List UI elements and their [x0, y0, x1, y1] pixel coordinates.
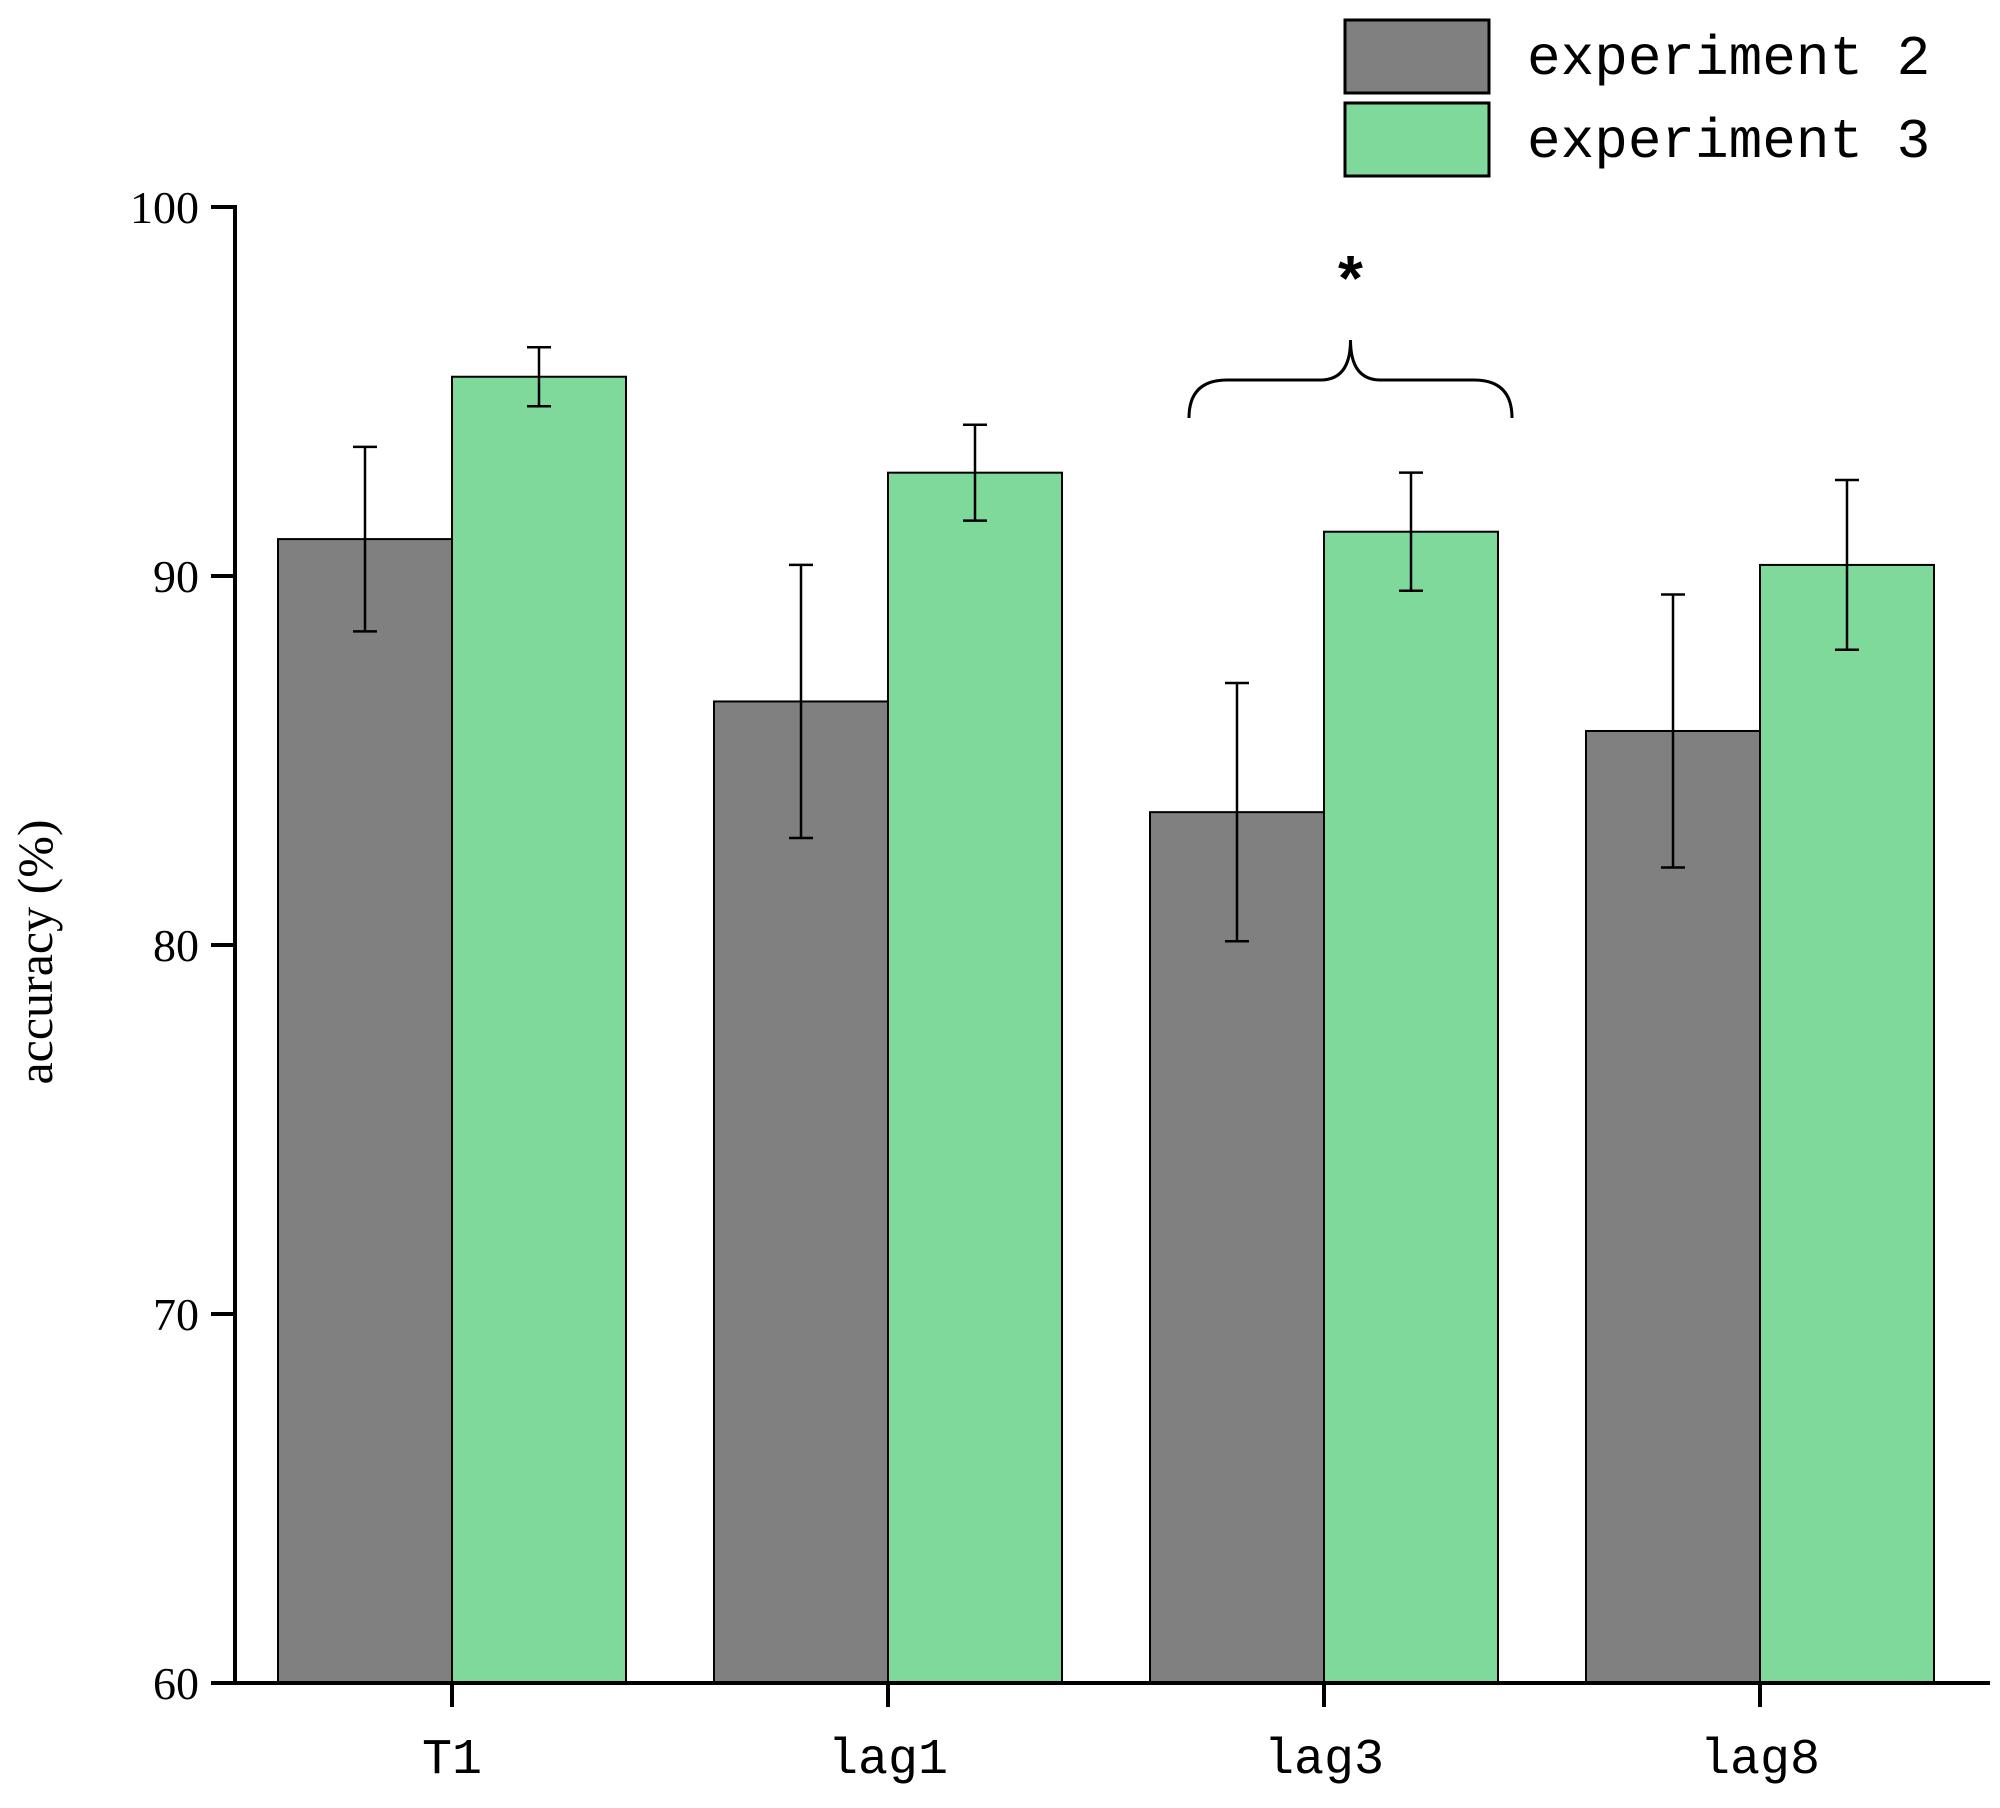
- legend-swatch: [1343, 101, 1491, 178]
- error-bar: [1399, 471, 1423, 593]
- bar-experiment-2-lag3: [1149, 811, 1325, 1684]
- x-tick-label-lag8: lag8: [1700, 1732, 1820, 1789]
- bar-experiment-2-lag1: [713, 700, 889, 1684]
- x-tick-label-lag3: lag3: [1264, 1732, 1384, 1789]
- bar-experiment-2-T1: [277, 538, 453, 1684]
- error-bar: [1661, 593, 1685, 869]
- error-bar: [963, 423, 987, 522]
- y-tick-label: 60: [153, 1658, 199, 1709]
- error-bar: [789, 563, 813, 840]
- legend-entry-experiment-3: experiment 3: [1343, 101, 1930, 178]
- legend-label: experiment 3: [1527, 110, 1930, 174]
- legend-swatch: [1343, 18, 1491, 95]
- error-bar: [353, 445, 377, 633]
- error-bar: [1225, 681, 1249, 943]
- y-tick-label: 90: [153, 551, 199, 602]
- significance-star: *: [1338, 242, 1363, 314]
- legend-entry-experiment-2: experiment 2: [1343, 18, 1930, 95]
- y-tick-label: 70: [153, 1289, 199, 1340]
- error-bar: [1835, 478, 1859, 652]
- error-bar: [527, 345, 551, 408]
- axes: 60 70 80 90 100 T1 lag1 lag3 lag8: [130, 182, 1990, 1789]
- x-tick-label-lag1: lag1: [828, 1732, 948, 1789]
- y-tick-label: 80: [153, 920, 199, 971]
- y-axis-title: accuracy (%): [7, 819, 63, 1084]
- y-tick-label: 100: [130, 182, 199, 233]
- bar-experiment-3-lag8: [1759, 563, 1935, 1684]
- significance-brace: [1187, 339, 1514, 419]
- bar-experiment-3-lag3: [1323, 530, 1499, 1684]
- plot-area: *: [277, 242, 1935, 1684]
- x-tick-label-T1: T1: [422, 1732, 482, 1789]
- bar-experiment-3-T1: [451, 375, 627, 1684]
- bar-experiment-2-lag8: [1585, 729, 1761, 1684]
- legend: experiment 2 experiment 3: [1343, 18, 1930, 178]
- legend-label: experiment 2: [1527, 27, 1930, 91]
- bar-experiment-3-lag1: [887, 471, 1063, 1684]
